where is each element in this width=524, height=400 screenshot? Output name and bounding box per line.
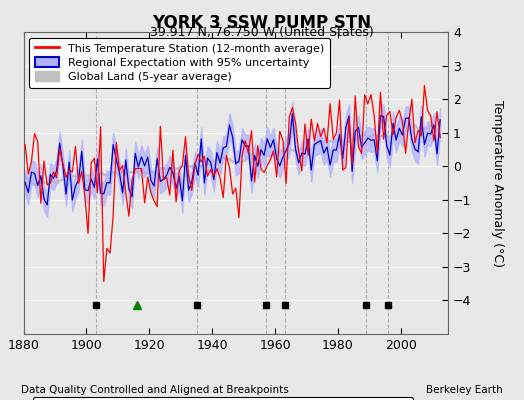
Text: YORK 3 SSW PUMP STN: YORK 3 SSW PUMP STN (152, 14, 372, 32)
Text: Data Quality Controlled and Aligned at Breakpoints: Data Quality Controlled and Aligned at B… (21, 385, 289, 395)
Legend: Station Move, Record Gap, Time of Obs. Change, Empirical Break: Station Move, Record Gap, Time of Obs. C… (34, 397, 413, 400)
Y-axis label: Temperature Anomaly (°C): Temperature Anomaly (°C) (490, 100, 504, 266)
Text: 39.917 N, 76.750 W (United States): 39.917 N, 76.750 W (United States) (150, 26, 374, 39)
Text: Berkeley Earth: Berkeley Earth (427, 385, 503, 395)
